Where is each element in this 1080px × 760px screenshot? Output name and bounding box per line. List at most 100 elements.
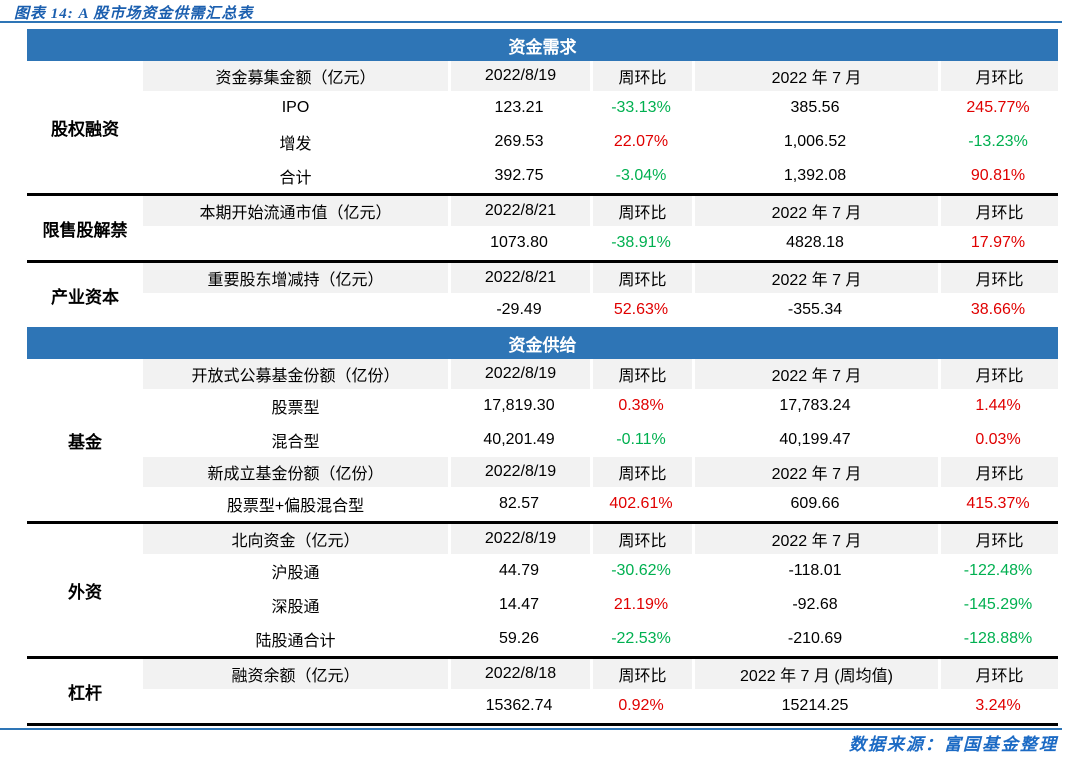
subheader-item-cell: 开放式公募基金份额（亿份） — [143, 359, 448, 389]
value-cell: 0.03% — [975, 431, 1021, 448]
group-content: 融资余额（亿元） 2022/8/18 周环比 2022 年 7 月 (周均值) 月环比 1… — [143, 659, 1058, 723]
subheader-cell: 周环比 — [590, 457, 692, 487]
subheader-cell: 2022/8/19 — [448, 61, 590, 91]
value-cell: 1,392.08 — [783, 167, 847, 184]
value-cell: 1,006.52 — [783, 133, 847, 150]
value-cell: 17,783.24 — [779, 397, 851, 414]
value-cell: -33.13% — [611, 99, 671, 116]
data-row: 增发 269.53 22.07% 1,006.52 -13.23% — [143, 125, 1058, 159]
subheader-cell: 周环比 — [590, 359, 692, 389]
row-item-cell: 增发 — [279, 136, 312, 153]
subheader-row: 北向资金（亿元） 2022/8/19 周环比 2022 年 7 月月环比 — [143, 524, 1058, 554]
group-content: 重要股东增减持（亿元） 2022/8/21 周环比 2022 年 7 月月环比 -29.… — [143, 263, 1058, 327]
row-item-cell: 混合型 — [271, 434, 320, 451]
value-cell: 123.21 — [494, 99, 544, 116]
table-group: 外资 北向资金（亿元） 2022/8/19 周环比 2022 年 7 月月环比沪股通 44… — [27, 524, 1058, 659]
subheader-item-cell: 融资余额（亿元） — [143, 659, 448, 689]
group-label: 股权融资 — [51, 119, 119, 139]
subheader-item-cell: 北向资金（亿元） — [143, 524, 448, 554]
table-group: 股权融资 资金募集金额（亿元） 2022/8/19 周环比 2022 年 7 月月环比 I… — [27, 61, 1058, 196]
subheader-item-cell: 重要股东增减持（亿元） — [143, 263, 448, 293]
subheader-cell: 2022 年 7 月 (周均值) — [692, 659, 938, 689]
data-row: 1073.80 -38.91% 4828.18 17.97% — [143, 226, 1058, 260]
section-band: 资金供给 — [27, 327, 1058, 359]
group-label: 杠杆 — [68, 683, 102, 703]
value-cell: -118.01 — [788, 562, 842, 579]
value-cell: -3.04% — [615, 167, 667, 184]
value-cell: -13.23% — [968, 133, 1028, 150]
data-row: 沪股通 44.79 -30.62% -118.01 -122.48% — [143, 554, 1058, 588]
subheader-cell: 周环比 — [590, 659, 692, 689]
data-row: 混合型 40,201.49 -0.11% 40,199.47 0.03% — [143, 423, 1058, 457]
row-item-cell: 沪股通 — [271, 565, 320, 582]
value-cell: 415.37% — [966, 495, 1030, 512]
subheader-cell: 月环比 — [938, 61, 1058, 91]
value-cell: 59.26 — [498, 630, 540, 647]
value-cell: 22.07% — [613, 133, 669, 150]
table-group: 产业资本 重要股东增减持（亿元） 2022/8/21 周环比 2022 年 7 月月环比… — [27, 263, 1058, 327]
value-cell: -355.34 — [787, 301, 843, 318]
subheader-cell: 周环比 — [590, 196, 692, 226]
value-cell: -92.68 — [792, 596, 838, 613]
value-cell: 17.97% — [970, 234, 1026, 251]
subheader-cell: 2022 年 7 月 — [692, 524, 938, 554]
subheader-cell: 2022/8/19 — [448, 524, 590, 554]
subheader-cell: 2022 年 7 月 — [692, 196, 938, 226]
row-item-cell — [143, 226, 448, 260]
subheader-cell: 2022 年 7 月 — [692, 263, 938, 293]
value-cell: 15362.74 — [485, 697, 553, 714]
group-content: 北向资金（亿元） 2022/8/19 周环比 2022 年 7 月月环比沪股通 44.7… — [143, 524, 1058, 656]
subheader-cell: 月环比 — [938, 524, 1058, 554]
subheader-cell: 周环比 — [590, 263, 692, 293]
subheader-cell: 月环比 — [938, 263, 1058, 293]
subheader-item-cell: 新成立基金份额（亿份） — [143, 457, 448, 487]
figure-title: 图表 14: A 股市场资金供需汇总表 — [14, 6, 254, 22]
row-item-cell: 深股通 — [271, 599, 320, 616]
data-row: 合计 392.75 -3.04% 1,392.08 90.81% — [143, 159, 1058, 193]
value-cell: 40,201.49 — [483, 431, 555, 448]
value-cell: 1073.80 — [490, 234, 548, 251]
subheader-row: 新成立基金份额（亿份） 2022/8/19 周环比 2022 年 7 月月环比 — [143, 457, 1058, 487]
data-row: 股票型+偏股混合型 82.57 402.61% 609.66 415.37% — [143, 487, 1058, 521]
subheader-cell: 2022/8/21 — [448, 263, 590, 293]
subheader-cell: 2022/8/18 — [448, 659, 590, 689]
group-label: 外资 — [68, 582, 102, 602]
value-cell: -210.69 — [787, 630, 843, 647]
value-cell: 402.61% — [609, 495, 673, 512]
value-cell: 0.38% — [618, 397, 664, 414]
value-cell: 1.44% — [975, 397, 1021, 414]
value-cell: -122.48% — [963, 562, 1033, 579]
table-group: 基金 开放式公募基金份额（亿份） 2022/8/19 周环比 2022 年 7 月月环比… — [27, 359, 1058, 524]
row-item-cell — [143, 293, 448, 327]
subheader-cell: 月环比 — [938, 457, 1058, 487]
group-label: 限售股解禁 — [42, 220, 128, 240]
value-cell: -128.88% — [963, 630, 1033, 647]
value-cell: 269.53 — [494, 133, 544, 150]
value-cell: 245.77% — [966, 99, 1030, 116]
subheader-cell: 月环比 — [938, 359, 1058, 389]
value-cell: 392.75 — [494, 167, 544, 184]
data-source-note: 数据来源：富国基金整理 — [849, 735, 1058, 754]
value-cell: -38.91% — [611, 234, 671, 251]
value-cell: 44.79 — [498, 562, 540, 579]
row-item-cell: 陆股通合计 — [255, 633, 336, 650]
data-row: 深股通 14.47 21.19% -92.68 -145.29% — [143, 588, 1058, 622]
value-cell: -29.49 — [496, 301, 542, 318]
data-row: IPO 123.21 -33.13% 385.56 245.77% — [143, 91, 1058, 125]
row-item-cell — [143, 689, 448, 723]
capital-supply-demand-table: 资金需求 股权融资 资金募集金额（亿元） 2022/8/19 周环比 2022 年 7 月… — [0, 29, 1062, 730]
subheader-item-cell: 资金募集金额（亿元） — [143, 61, 448, 91]
data-row: 15362.74 0.92% 15214.25 3.24% — [143, 689, 1058, 723]
subheader-row: 开放式公募基金份额（亿份） 2022/8/19 周环比 2022 年 7 月月环比 — [143, 359, 1058, 389]
subheader-cell: 2022 年 7 月 — [692, 61, 938, 91]
group-content: 开放式公募基金份额（亿份） 2022/8/19 周环比 2022 年 7 月月环比股票… — [143, 359, 1058, 521]
value-cell: 0.92% — [618, 697, 664, 714]
section-band: 资金需求 — [27, 29, 1058, 61]
value-cell: -30.62% — [611, 562, 671, 579]
group-label: 产业资本 — [51, 287, 119, 307]
subheader-cell: 2022/8/21 — [448, 196, 590, 226]
data-row: -29.49 52.63% -355.34 38.66% — [143, 293, 1058, 327]
title-rule — [0, 21, 1062, 23]
value-cell: 40,199.47 — [779, 431, 851, 448]
